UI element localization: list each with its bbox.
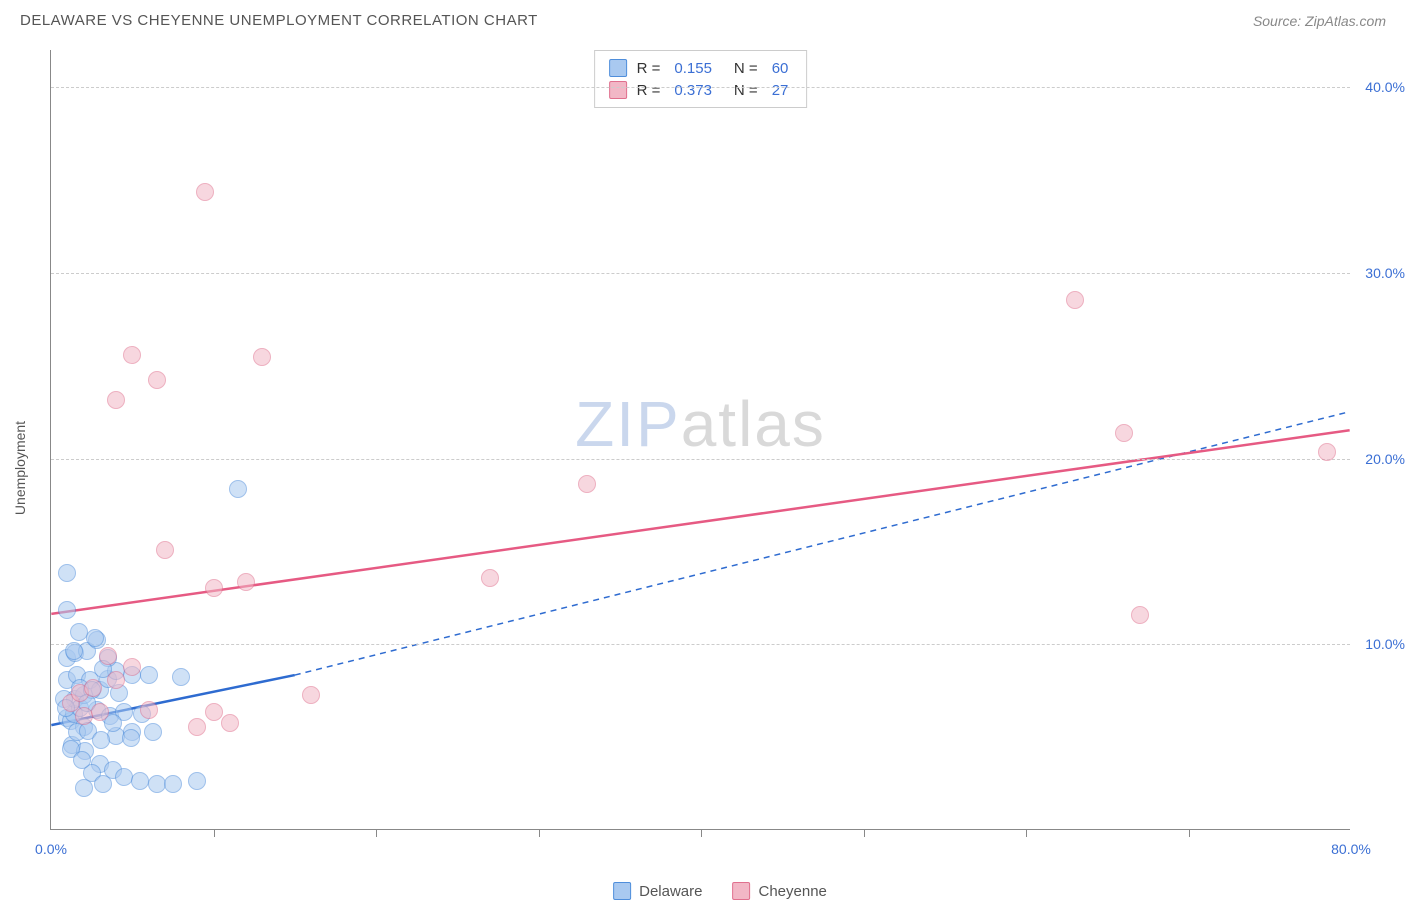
data-point [253, 348, 271, 366]
data-point [578, 475, 596, 493]
data-point [1115, 424, 1133, 442]
x-tick-label: 0.0% [35, 841, 67, 857]
legend-swatch [613, 882, 631, 900]
x-tick-label: 80.0% [1331, 841, 1371, 857]
data-point [237, 573, 255, 591]
legend-label: Delaware [639, 883, 702, 900]
scatter-plot: ZIPatlas R =0.155N =60R =0.373N =27 10.0… [50, 50, 1350, 830]
data-point [196, 183, 214, 201]
gridline [51, 459, 1350, 460]
data-point [58, 601, 76, 619]
data-point [84, 679, 102, 697]
data-point [75, 707, 93, 725]
x-minor-tick [214, 829, 215, 837]
data-point [73, 751, 91, 769]
y-tick-label: 40.0% [1365, 79, 1405, 95]
legend-item: Cheyenne [732, 882, 826, 900]
series-legend: Delaware Cheyenne [613, 882, 827, 900]
gridline [51, 87, 1350, 88]
watermark: ZIPatlas [575, 387, 826, 461]
data-point [140, 666, 158, 684]
gridline [51, 273, 1350, 274]
stats-legend-row: R = 0.373 N = 27 [609, 79, 793, 101]
legend-swatch [609, 59, 627, 77]
data-point [205, 579, 223, 597]
stat-r-label: R = [637, 60, 661, 77]
data-point [172, 668, 190, 686]
y-tick-label: 30.0% [1365, 265, 1405, 281]
legend-item: Delaware [613, 882, 702, 900]
data-point [86, 629, 104, 647]
stat-r-label: R = [637, 82, 661, 99]
stats-legend-row: R = 0.155 N = 60 [609, 57, 793, 79]
stats-legend: R = 0.155 N = 60 R = 0.373 N = 27 [594, 50, 808, 108]
chart-title: DELAWARE VS CHEYENNE UNEMPLOYMENT CORREL… [20, 12, 538, 29]
data-point [1066, 291, 1084, 309]
data-point [123, 658, 141, 676]
legend-swatch [609, 81, 627, 99]
y-tick-label: 20.0% [1365, 451, 1405, 467]
x-minor-tick [539, 829, 540, 837]
data-point [156, 541, 174, 559]
data-point [107, 671, 125, 689]
data-point [94, 775, 112, 793]
data-point [221, 714, 239, 732]
watermark-zip: ZIP [575, 388, 681, 460]
data-point [229, 480, 247, 498]
data-point [65, 642, 83, 660]
y-tick-label: 10.0% [1365, 636, 1405, 652]
data-point [91, 703, 109, 721]
data-point [481, 569, 499, 587]
data-point [1318, 443, 1336, 461]
y-axis-label: Unemployment [12, 421, 28, 515]
data-point [302, 686, 320, 704]
x-minor-tick [1026, 829, 1027, 837]
source-attribution: Source: ZipAtlas.com [1253, 13, 1386, 29]
stat-n-value: 60 [772, 60, 789, 77]
data-point [140, 701, 158, 719]
stat-r-value: 0.155 [674, 60, 712, 77]
data-point [75, 779, 93, 797]
data-point [188, 718, 206, 736]
watermark-atlas: atlas [681, 388, 826, 460]
trend-lines-layer [51, 50, 1350, 829]
stat-n-label: N = [734, 60, 758, 77]
data-point [164, 775, 182, 793]
x-minor-tick [376, 829, 377, 837]
data-point [92, 731, 110, 749]
gridline [51, 644, 1350, 645]
data-point [123, 346, 141, 364]
data-point [205, 703, 223, 721]
trend-line [295, 412, 1350, 675]
x-minor-tick [701, 829, 702, 837]
legend-swatch [732, 882, 750, 900]
data-point [131, 772, 149, 790]
data-point [115, 768, 133, 786]
legend-label: Cheyenne [758, 883, 826, 900]
data-point [122, 729, 140, 747]
x-minor-tick [864, 829, 865, 837]
data-point [148, 371, 166, 389]
data-point [188, 772, 206, 790]
data-point [1131, 606, 1149, 624]
stat-n-value: 27 [772, 82, 789, 99]
chart-container: Unemployment ZIPatlas R =0.155N =60R =0.… [50, 50, 1390, 870]
data-point [58, 564, 76, 582]
data-point [144, 723, 162, 741]
x-minor-tick [1189, 829, 1190, 837]
stat-r-value: 0.373 [674, 82, 712, 99]
stat-n-label: N = [734, 82, 758, 99]
data-point [70, 623, 88, 641]
data-point [99, 647, 117, 665]
data-point [107, 391, 125, 409]
